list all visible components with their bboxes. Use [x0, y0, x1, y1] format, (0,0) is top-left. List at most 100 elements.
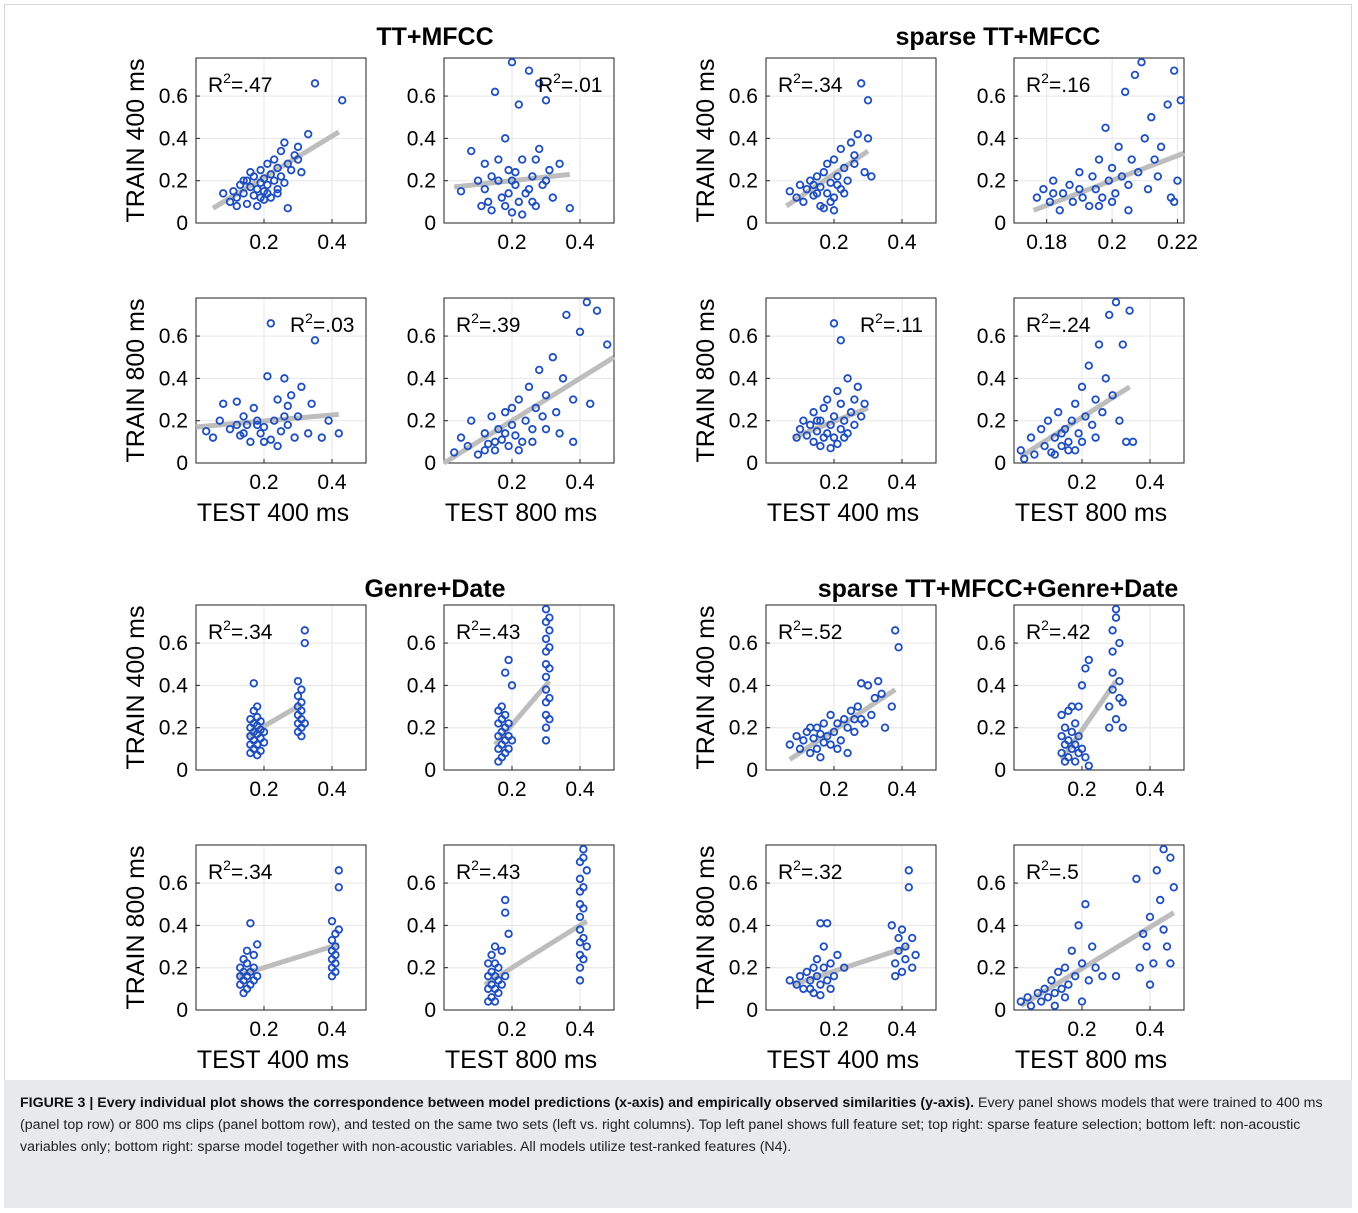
x-axis-label: TEST 400 ms	[767, 1046, 919, 1074]
data-point	[232, 193, 241, 202]
data-point	[487, 172, 496, 181]
data-point	[259, 174, 269, 183]
r2-annotation: R2=.39	[456, 310, 520, 337]
data-point	[812, 427, 822, 436]
data-point	[334, 429, 343, 438]
data-point	[507, 176, 517, 185]
data-point	[487, 412, 496, 421]
data-point	[1152, 866, 1161, 875]
data-point	[287, 391, 296, 400]
data-point	[242, 946, 252, 955]
data-point	[812, 971, 822, 981]
y-tick-label: 0.6	[159, 325, 188, 348]
data-point	[1074, 731, 1083, 741]
x-tick-label: 0.4	[317, 1018, 347, 1041]
data-point	[524, 184, 534, 194]
data-point	[853, 702, 862, 711]
data-point	[1070, 757, 1080, 766]
data-point	[1040, 984, 1049, 994]
data-point	[1120, 87, 1130, 97]
data-point	[1032, 193, 1042, 202]
y-axis-label: TRAIN 800 ms	[692, 846, 720, 1010]
data-point	[1088, 172, 1097, 181]
data-point	[1111, 971, 1121, 981]
data-point	[242, 199, 252, 209]
data-point	[823, 976, 832, 985]
data-point	[816, 416, 825, 425]
data-point	[331, 959, 340, 968]
y-axis-label: TRAIN 400 ms	[692, 606, 720, 770]
data-point	[297, 382, 306, 392]
scatter-panel: 0.2 0.4 0 0.2 0.4 0.6 R2=.39 TEST 800 ms	[407, 297, 616, 527]
data-point	[1039, 184, 1048, 194]
caption-label: FIGURE 3 | Every individual plot shows t…	[20, 1095, 975, 1111]
data-point	[843, 374, 852, 383]
x-tick-label: 0.4	[317, 231, 347, 254]
data-point	[586, 399, 595, 408]
data-point	[1068, 197, 1078, 207]
data-point	[1118, 340, 1127, 349]
x-tick-label: 0.2	[819, 231, 848, 254]
y-tick-label: 0.2	[729, 170, 758, 193]
y-tick-label: 0.2	[977, 957, 1006, 980]
data-point	[541, 605, 551, 614]
axes-box	[443, 297, 615, 464]
x-tick-label: 0.4	[565, 471, 595, 494]
data-point	[552, 408, 561, 417]
y-tick-label: 0.4	[159, 127, 189, 150]
y-tick-label: 0	[994, 212, 1006, 235]
data-point	[242, 959, 252, 968]
data-point	[1057, 429, 1066, 438]
data-point	[467, 146, 476, 156]
data-point	[1050, 433, 1059, 442]
data-point	[507, 420, 517, 430]
chart-group: sparse TT+MFCC 0.2 0.4 0 0.2 0.4 0.6 R2=.34 TRAI…	[692, 23, 1198, 527]
y-tick-label: 0	[424, 759, 436, 782]
data-point	[1057, 984, 1066, 994]
data-point	[504, 929, 513, 939]
y-tick-label: 0.6	[977, 325, 1006, 348]
y-tick-label: 0.2	[159, 957, 188, 980]
data-point	[836, 144, 845, 154]
data-point	[263, 180, 272, 190]
y-tick-label: 0.4	[407, 367, 437, 390]
r2-annotation: R2=.47	[208, 70, 272, 97]
data-point	[829, 155, 839, 164]
data-point	[1064, 437, 1073, 447]
data-point	[582, 298, 591, 307]
data-point	[259, 738, 269, 747]
fit-line	[1019, 910, 1176, 1008]
data-point	[908, 963, 917, 972]
data-point	[331, 967, 340, 977]
data-point	[1036, 424, 1046, 434]
axes-box	[765, 844, 937, 1011]
scatter-panel: 0.2 0.4 0 0.2 0.4 0.6 R2=.47 TRAIN 400 ms	[122, 57, 367, 254]
data-point	[545, 165, 554, 175]
data-point	[1070, 719, 1080, 728]
data-point	[819, 403, 828, 413]
data-point	[256, 165, 265, 175]
data-point	[273, 163, 282, 173]
data-point	[908, 933, 917, 943]
data-point	[273, 189, 282, 198]
y-tick-label: 0	[424, 452, 436, 475]
r2-annotation: R2=.5	[1026, 857, 1079, 884]
data-point	[1159, 925, 1168, 934]
data-point	[860, 168, 869, 177]
data-point	[1108, 685, 1117, 694]
r2-annotation: R2=.42	[1026, 617, 1090, 644]
axes-box	[443, 844, 615, 1011]
data-point	[310, 336, 320, 345]
data-point	[826, 959, 835, 968]
x-axis-label: TEST 400 ms	[197, 499, 349, 527]
data-point	[1098, 971, 1107, 981]
data-point	[1169, 197, 1179, 207]
scatter-panel: 0.18 0.2 0.22 0 0.2 0.4 0.6 R2=.16	[977, 57, 1198, 254]
y-tick-label: 0.4	[159, 367, 189, 390]
r2-annotation: R2=.52	[778, 617, 842, 644]
data-point	[1094, 340, 1104, 349]
fit-line	[195, 411, 340, 430]
data-point	[592, 306, 602, 315]
chart-group: Genre+Date 0.2 0.4 0 0.2 0.4 0.6 R2=.34 TRAIN 40…	[122, 575, 615, 1074]
